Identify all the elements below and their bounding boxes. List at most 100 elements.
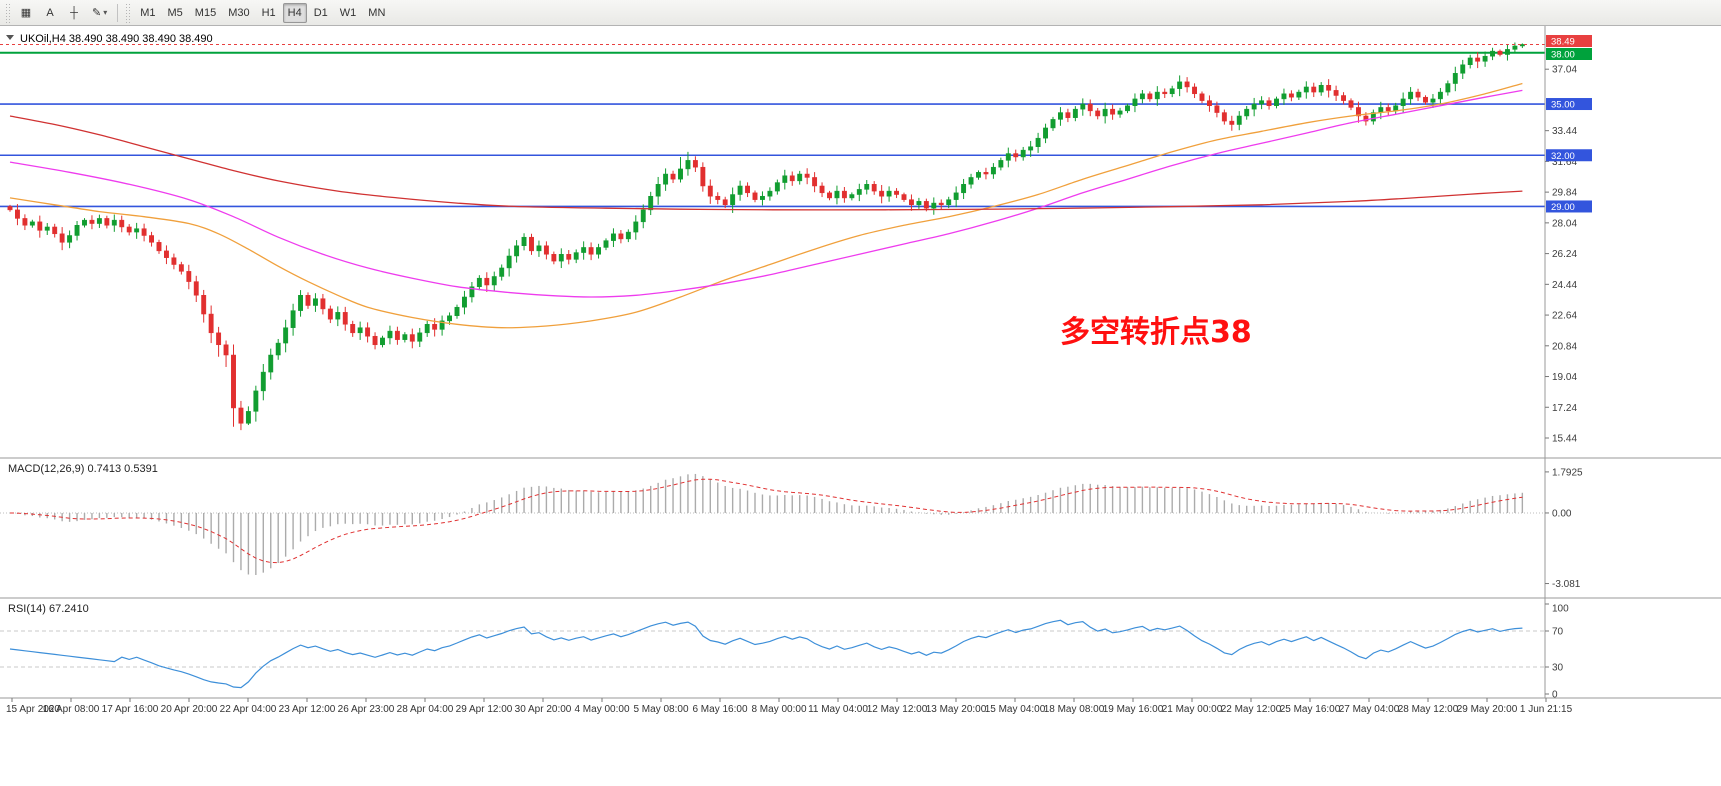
timeframe-m30-button[interactable]: M30 <box>223 3 254 23</box>
candle-body <box>640 209 646 223</box>
candle-body <box>1117 110 1123 115</box>
candle-body <box>730 194 736 206</box>
pencil-draw-tool[interactable]: ✎ ▾ <box>87 2 112 22</box>
timeframe-m15-button[interactable]: M15 <box>190 3 221 23</box>
candle-body <box>201 295 207 315</box>
candle-body <box>1244 108 1250 117</box>
candle-body <box>722 199 728 206</box>
time-label: 28 May 12:00 <box>1398 704 1459 715</box>
chart-menu-icon[interactable] <box>6 35 14 40</box>
current-price-badge: 38.49 <box>1546 35 1592 48</box>
candle-body <box>931 202 937 209</box>
candle-body <box>834 190 840 199</box>
time-label: 28 Apr 04:00 <box>397 704 454 715</box>
time-label: 6 May 16:00 <box>692 704 747 715</box>
candle-body <box>573 252 579 260</box>
candle-body <box>678 168 683 180</box>
candle-body <box>1303 86 1309 93</box>
timeframe-d1-button[interactable]: D1 <box>309 3 333 23</box>
candle-body <box>1028 146 1034 151</box>
candle-body <box>29 221 35 226</box>
horizontal-lines <box>0 51 1545 208</box>
candle-body <box>1318 84 1324 93</box>
hline-badge-35.00-label: 35.00 <box>1551 100 1575 111</box>
candle-body <box>737 185 743 195</box>
candle-body <box>1035 137 1041 147</box>
candle-body <box>1102 108 1108 117</box>
crosshair-icon[interactable]: ┼ <box>63 3 85 23</box>
hline-badge-38.00: 38.00 <box>1546 48 1592 61</box>
candle-body <box>707 185 713 197</box>
candle-body <box>1333 90 1339 96</box>
macd-axis-label: 0.00 <box>1552 508 1572 519</box>
candle-body <box>178 264 184 272</box>
toolbar-grip-2[interactable] <box>125 2 132 23</box>
candle-body <box>1154 91 1160 100</box>
top-toolbar: ▦ A ┼ ✎ ▾ M1 M5 M15 M30 H1 H4 D1 W1 MN <box>0 0 1721 26</box>
price-axis[interactable]: 37.04 33.44 31.64 29.84 28.04 26.24 24.44 22.64… <box>1545 35 1592 701</box>
candle-body <box>149 235 155 243</box>
drawing-tools-group: ▦ A ┼ ✎ ▾ <box>14 2 113 23</box>
candle-body <box>1162 91 1168 95</box>
candle-body <box>1467 57 1473 66</box>
candle-body <box>432 324 438 330</box>
rsi-axis-label: 70 <box>1552 627 1564 638</box>
timeframe-h1-button[interactable]: H1 <box>257 3 281 23</box>
pencil-draw-tool-glyph: ✎ <box>92 6 102 19</box>
candle-body <box>1452 73 1458 84</box>
grid-icon[interactable]: ▦ <box>15 2 37 22</box>
candle-body <box>313 298 318 306</box>
time-label: 15 Apr 2020 <box>6 704 60 715</box>
candle-body <box>141 228 147 236</box>
timeframe-w1-button[interactable]: W1 <box>335 3 362 23</box>
price-tick-label: 22.64 <box>1552 311 1577 322</box>
hline-badge-35.00: 35.00 <box>1546 98 1592 111</box>
candle-body <box>59 233 65 243</box>
candle-body <box>1199 93 1205 101</box>
candle-body <box>514 245 520 257</box>
chart-annotation-text[interactable]: 多空转折点38 <box>1060 315 1252 350</box>
text-tool-a[interactable]: A <box>39 3 61 23</box>
candle-body <box>1072 108 1078 118</box>
candle-body <box>1445 83 1451 93</box>
time-label: 18 May 08:00 <box>1044 704 1105 715</box>
candle-body <box>335 312 341 320</box>
candle-body <box>685 160 691 170</box>
candle-body <box>119 219 125 228</box>
candle-body <box>1214 105 1220 113</box>
time-label: 5 May 08:00 <box>633 704 688 715</box>
candle-body <box>827 192 832 199</box>
candle-body <box>1274 98 1279 106</box>
timeframe-mn-button[interactable]: MN <box>363 3 390 23</box>
candle-body <box>625 231 631 240</box>
candle-body <box>484 277 490 286</box>
price-tick-label: 29.84 <box>1552 188 1577 199</box>
candle-body <box>1326 84 1332 91</box>
candle-body <box>841 190 847 199</box>
timeframe-m5-button[interactable]: M5 <box>163 3 188 23</box>
candle-body <box>1065 112 1071 118</box>
candle-body <box>529 236 534 252</box>
candlesticks <box>7 42 1525 431</box>
chart-canvas[interactable]: 多空转折点38 UKOil,H4 38.490 38.490 38.490 38.… <box>0 26 1721 716</box>
candle-body <box>804 173 810 178</box>
candle-body <box>983 172 989 175</box>
candle-body <box>193 281 199 296</box>
candle-body <box>156 242 162 252</box>
candle-body <box>819 185 825 194</box>
candle-body <box>96 218 102 224</box>
candle-body <box>1281 93 1287 100</box>
candle-body <box>409 334 415 342</box>
candle-body <box>968 177 974 185</box>
candle-body <box>1147 93 1153 100</box>
candle-body <box>774 182 780 192</box>
candle-body <box>1043 127 1048 139</box>
candle-body <box>1475 57 1481 62</box>
timeframe-m1-button[interactable]: M1 <box>135 3 160 23</box>
timeframe-h4-button[interactable]: H4 <box>282 2 307 23</box>
candle-body <box>618 233 624 240</box>
toolbar-grip[interactable] <box>5 2 11 23</box>
symbol-ohlc-title: UKOil,H4 38.490 38.490 38.490 38.490 <box>20 33 213 45</box>
candle-body <box>760 195 765 200</box>
